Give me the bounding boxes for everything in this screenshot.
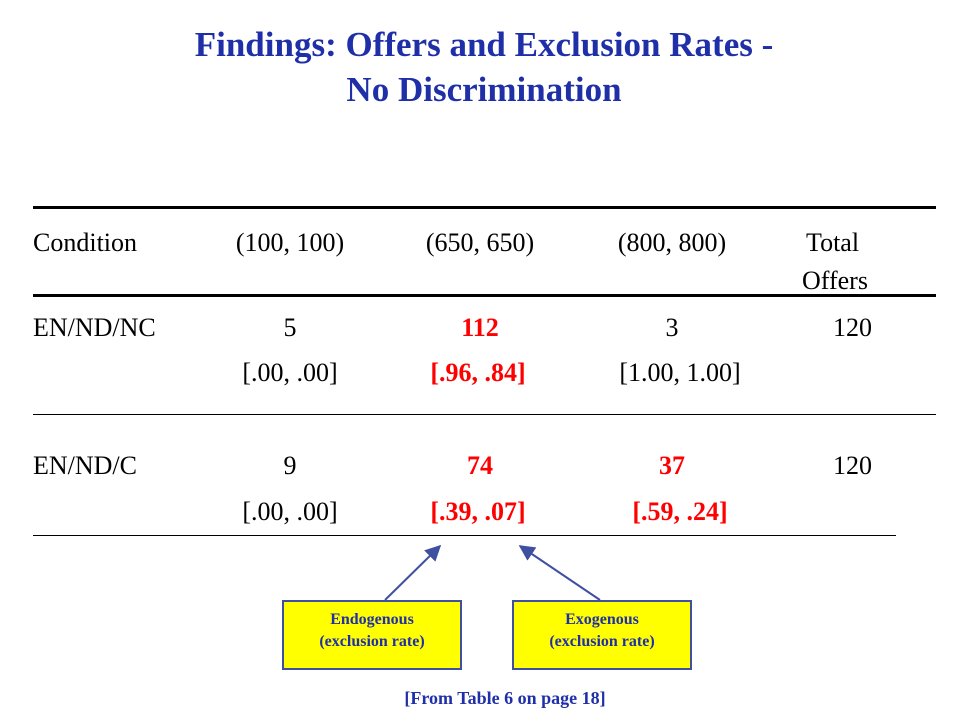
title-line-2: No Discrimination [346,70,622,109]
row1-rate-650: [.96, .84] [430,358,526,387]
endogenous-callout-line1: Endogenous [330,611,414,628]
table-bottom-rule [33,535,896,536]
row2-rate-100: [.00, .00] [242,497,338,526]
row2-offers-800: 37 [659,451,685,480]
title-line-1: Findings: Offers and Exclusion Rates - [194,25,774,64]
row2-total: 120 [833,451,872,480]
row1-condition: EN/ND/NC [33,313,156,342]
header-col-800: (800, 800) [617,228,727,257]
row-divider [33,414,936,415]
row2-offers-650: 74 [467,451,493,480]
row2-rate-800: [.59, .24] [632,497,728,526]
header-col-650: (650, 650) [425,228,535,257]
row1-rate-800: [1.00, 1.00] [619,358,741,387]
row1-rate-100: [.00, .00] [242,358,338,387]
row1-offers-800: 3 [665,313,679,342]
header-total: Total [806,228,860,257]
row1-offers-100: 5 [283,313,297,342]
source-note: [From Table 6 on page 18] [404,688,606,708]
header-col-100: (100, 100) [235,228,345,257]
row1-total: 120 [833,313,872,342]
slide-title: Findings: Offers and Exclusion Rates - N… [0,22,960,112]
table-top-rule [33,206,936,209]
row2-rate-650: [.39, .07] [430,497,526,526]
table-header-rule [33,294,936,297]
exogenous-callout-line1: Exogenous [565,611,639,628]
endogenous-callout: Endogenous (exclusion rate) [282,600,462,670]
exogenous-callout: Exogenous (exclusion rate) [512,600,692,670]
exogenous-arrow [518,545,601,601]
header-condition: Condition [33,228,138,257]
row2-condition: EN/ND/C [33,451,137,480]
header-offers: Offers [802,266,868,295]
exogenous-callout-line2: (exclusion rate) [549,633,655,650]
endogenous-arrow [384,544,442,601]
endogenous-callout-line2: (exclusion rate) [319,633,425,650]
row1-offers-650: 112 [461,313,499,342]
row2-offers-100: 9 [283,451,297,480]
